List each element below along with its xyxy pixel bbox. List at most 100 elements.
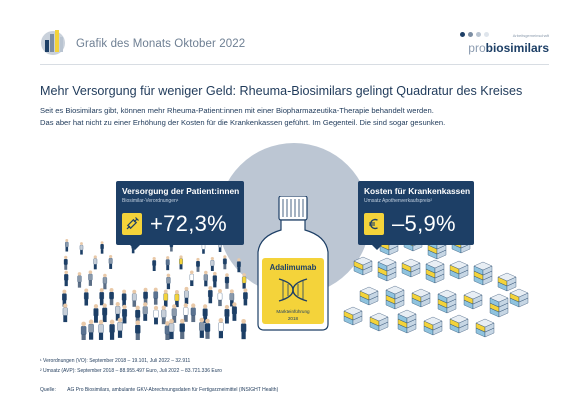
person-figure — [135, 320, 141, 340]
headline: Mehr Versorgung für weniger Geld: Rheuma… — [40, 84, 523, 98]
person-figure — [98, 319, 104, 340]
bottle-launch-label: Markteinführung — [276, 309, 310, 314]
medicine-box — [497, 272, 517, 287]
person-figure — [202, 304, 208, 323]
intro-line-2: Das aber hat nicht zu einer Erhöhung der… — [40, 117, 446, 127]
person-figure — [218, 318, 224, 339]
person-figure — [63, 255, 68, 270]
medicine-box — [353, 256, 373, 271]
source-text: AG Pro Biosimilars, ambulante GKV-Abrech… — [67, 387, 279, 393]
stat-notch — [372, 245, 382, 250]
person-figure — [142, 302, 148, 321]
medicine-box — [449, 314, 469, 329]
person-figure — [224, 304, 230, 324]
person-figure — [88, 270, 93, 286]
person-figure — [122, 304, 128, 324]
footnote-2: ² Umsatz (AVP): September 2018 – 88.955.… — [40, 368, 222, 374]
bar-chart-logo-icon — [41, 30, 65, 55]
person-figure — [242, 273, 247, 289]
person-figure — [93, 304, 99, 323]
person-figure — [100, 241, 104, 254]
person-figure — [210, 256, 215, 271]
footnote-1: ¹ Verordnungen (VO): September 2018 – 19… — [40, 358, 191, 364]
stat-subtitle: Biosimilar-Verordnungen¹ — [122, 198, 179, 204]
person-figure — [153, 287, 159, 305]
medicine-box — [475, 318, 495, 333]
person-figure — [203, 270, 208, 287]
person-figure — [65, 239, 69, 252]
person-figure — [183, 303, 189, 322]
person-figure — [79, 242, 84, 255]
person-figure — [243, 288, 248, 306]
header-divider — [40, 64, 549, 65]
medicine-box — [489, 293, 509, 308]
person-figure — [165, 256, 170, 271]
medicine-boxes-icon — [343, 238, 529, 338]
bottle-label: Adalimumab Markteinführung 2018 — [252, 263, 334, 329]
source-line: Quelle: AG Pro Biosimilars, ambulante GK… — [40, 387, 278, 393]
brand-dots — [460, 32, 489, 37]
medicine-box — [473, 261, 493, 276]
intro-line-1: Seit es Biosimilars gibt, können mehr Rh… — [40, 106, 434, 115]
brand-bio: biosimilars — [485, 41, 549, 55]
page-title: Grafik des Monats Oktober 2022 — [76, 38, 246, 50]
person-figure — [117, 317, 123, 338]
person-figure — [166, 273, 171, 290]
person-figure — [83, 288, 89, 306]
person-figure — [224, 273, 230, 289]
person-figure — [62, 303, 68, 323]
patients-crowd-icon — [62, 239, 248, 340]
brand-name: probiosimilars — [468, 41, 549, 55]
medicine-box — [437, 289, 457, 304]
source-label: Quelle: — [40, 387, 56, 393]
person-figure — [231, 302, 237, 321]
person-figure — [212, 271, 217, 288]
person-figure — [199, 317, 205, 338]
person-figure — [171, 304, 177, 323]
person-figure — [168, 318, 175, 340]
stat-value-revenue: –5,9% — [392, 211, 456, 236]
medicine-box — [401, 258, 421, 273]
person-figure — [121, 289, 127, 307]
person-figure — [77, 272, 82, 288]
euro-icon — [364, 213, 384, 235]
person-figure — [174, 290, 180, 308]
stat-notch — [130, 245, 140, 250]
stat-box-insurance-costs: Kosten für Krankenkassen Umsatz Apothenv… — [358, 181, 474, 250]
stat-box-patient-care: Versorgung der Patient:innen Biosimilar-… — [116, 181, 244, 250]
medicine-box — [397, 309, 417, 324]
person-figure — [88, 319, 94, 340]
person-figure — [143, 287, 148, 305]
person-figure — [152, 256, 157, 271]
medicine-box — [463, 290, 483, 305]
person-figure — [179, 318, 185, 340]
brand-subtitle: Arbeitsgemeinschaft — [512, 33, 549, 38]
person-figure — [236, 258, 241, 273]
person-figure — [64, 270, 69, 287]
person-figure — [222, 255, 227, 270]
person-figure — [196, 257, 200, 272]
person-figure — [108, 254, 113, 269]
brand-pro: pro — [468, 41, 486, 55]
person-figure — [217, 289, 223, 307]
person-figure — [93, 255, 98, 270]
stat-value-prescriptions: +72,3% — [150, 211, 228, 236]
person-figure — [164, 321, 171, 340]
person-figure — [80, 321, 87, 340]
intro-text: Seit es Biosimilars gibt, können mehr Rh… — [40, 105, 550, 128]
person-figure — [102, 303, 108, 323]
person-figure — [161, 305, 167, 325]
medicine-box — [377, 257, 397, 272]
person-figure — [62, 289, 67, 307]
medicine-box — [425, 259, 445, 274]
syringe-icon — [122, 213, 142, 235]
medicine-box — [369, 312, 389, 327]
medicine-box — [449, 260, 469, 275]
medicine-box — [343, 306, 363, 321]
medicine-box — [385, 285, 405, 300]
person-figure — [208, 286, 213, 304]
person-figure — [229, 289, 235, 307]
person-figure — [190, 303, 196, 323]
bottle-launch-year: 2018 — [287, 316, 299, 321]
